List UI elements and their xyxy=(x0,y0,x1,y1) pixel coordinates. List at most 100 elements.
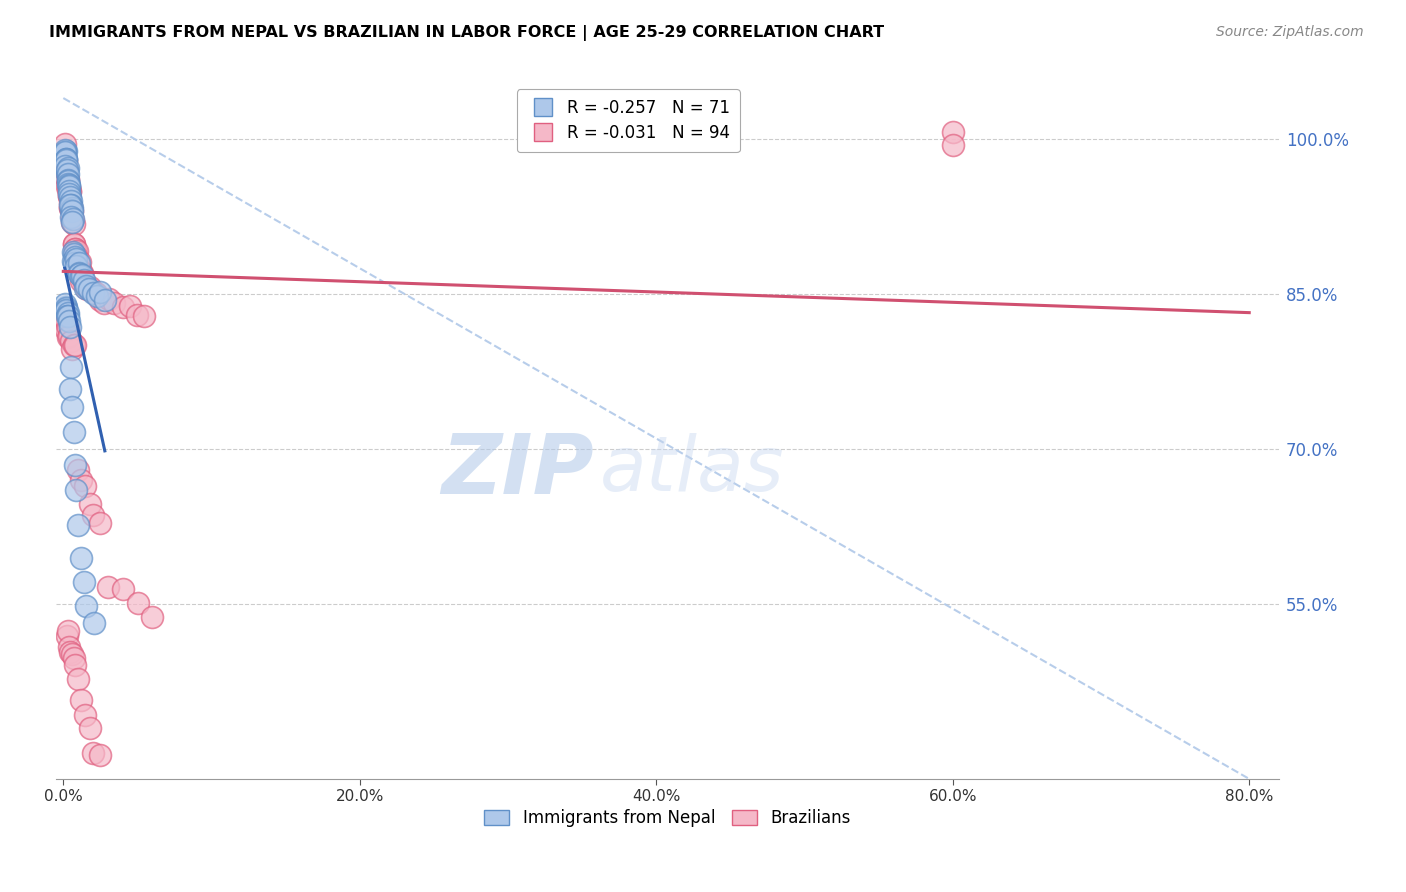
Point xyxy=(53,153,76,168)
Point xyxy=(93,293,115,308)
Point xyxy=(59,197,82,211)
Point xyxy=(63,246,86,260)
Point xyxy=(58,180,80,194)
Point xyxy=(55,164,77,178)
Point xyxy=(67,672,90,686)
Point xyxy=(55,152,77,166)
Point xyxy=(58,189,80,203)
Point xyxy=(56,183,79,197)
Point xyxy=(56,629,79,643)
Point xyxy=(73,273,96,287)
Point xyxy=(55,167,77,181)
Point xyxy=(56,179,79,194)
Point xyxy=(60,334,83,348)
Point xyxy=(59,194,82,209)
Point xyxy=(53,136,76,151)
Point xyxy=(70,268,93,283)
Point xyxy=(56,309,79,323)
Point xyxy=(53,145,76,160)
Point xyxy=(56,309,79,323)
Point xyxy=(56,306,79,320)
Legend: Immigrants from Nepal, Brazilians: Immigrants from Nepal, Brazilians xyxy=(478,803,858,834)
Point xyxy=(63,651,86,665)
Point xyxy=(65,252,87,266)
Point xyxy=(55,323,77,337)
Point xyxy=(73,574,96,589)
Point xyxy=(62,217,84,231)
Point xyxy=(89,516,111,530)
Point xyxy=(60,342,83,356)
Point xyxy=(79,721,101,735)
Point xyxy=(89,293,111,307)
Point xyxy=(63,657,86,672)
Point xyxy=(89,285,111,299)
Point xyxy=(59,382,82,396)
Point xyxy=(103,296,125,310)
Text: ZIP: ZIP xyxy=(441,430,593,511)
Point xyxy=(56,624,79,638)
Point xyxy=(53,297,76,311)
Point xyxy=(62,254,84,268)
Point xyxy=(63,425,86,439)
Point xyxy=(56,173,79,187)
Point xyxy=(56,321,79,335)
Point xyxy=(55,159,77,173)
Point xyxy=(120,299,142,313)
Point xyxy=(59,185,82,199)
Point xyxy=(55,300,77,314)
Point xyxy=(58,189,80,203)
Text: Source: ZipAtlas.com: Source: ZipAtlas.com xyxy=(1216,25,1364,39)
Point xyxy=(93,296,115,310)
Point xyxy=(65,249,87,263)
Point xyxy=(55,161,77,175)
Point xyxy=(55,152,77,166)
Point xyxy=(75,708,97,723)
Point xyxy=(58,179,80,194)
Point xyxy=(53,150,76,164)
Point xyxy=(79,279,101,293)
Point xyxy=(56,162,79,177)
Point xyxy=(60,210,83,224)
Point xyxy=(59,199,82,213)
Point xyxy=(56,161,79,176)
Point xyxy=(58,329,80,343)
Point xyxy=(55,153,77,167)
Point xyxy=(53,145,76,160)
Text: IMMIGRANTS FROM NEPAL VS BRAZILIAN IN LABOR FORCE | AGE 25-29 CORRELATION CHART: IMMIGRANTS FROM NEPAL VS BRAZILIAN IN LA… xyxy=(49,25,884,41)
Point xyxy=(58,187,80,202)
Point xyxy=(59,360,82,375)
Point xyxy=(62,244,84,259)
Point xyxy=(60,211,83,225)
Point xyxy=(63,338,86,352)
Point xyxy=(62,338,84,352)
Point xyxy=(67,266,90,280)
Point xyxy=(56,172,79,186)
Point xyxy=(82,285,104,300)
Point xyxy=(55,161,77,175)
Point xyxy=(63,242,86,256)
Point xyxy=(55,301,77,315)
Point xyxy=(67,256,90,270)
Point xyxy=(66,244,89,258)
Point xyxy=(942,138,965,153)
Point xyxy=(69,255,91,269)
Point xyxy=(53,149,76,163)
Point xyxy=(66,254,89,268)
Point xyxy=(75,281,97,295)
Point xyxy=(60,215,83,229)
Point xyxy=(111,300,134,314)
Point xyxy=(76,282,98,296)
Point xyxy=(83,615,105,630)
Point xyxy=(82,746,104,760)
Point xyxy=(72,273,94,287)
Point xyxy=(69,268,91,282)
Point xyxy=(65,259,87,273)
Point xyxy=(63,256,86,270)
Point xyxy=(60,211,83,225)
Point xyxy=(59,202,82,217)
Point xyxy=(55,144,77,158)
Point xyxy=(65,245,87,260)
Point xyxy=(59,185,82,199)
Point xyxy=(59,645,82,659)
Point xyxy=(69,263,91,277)
